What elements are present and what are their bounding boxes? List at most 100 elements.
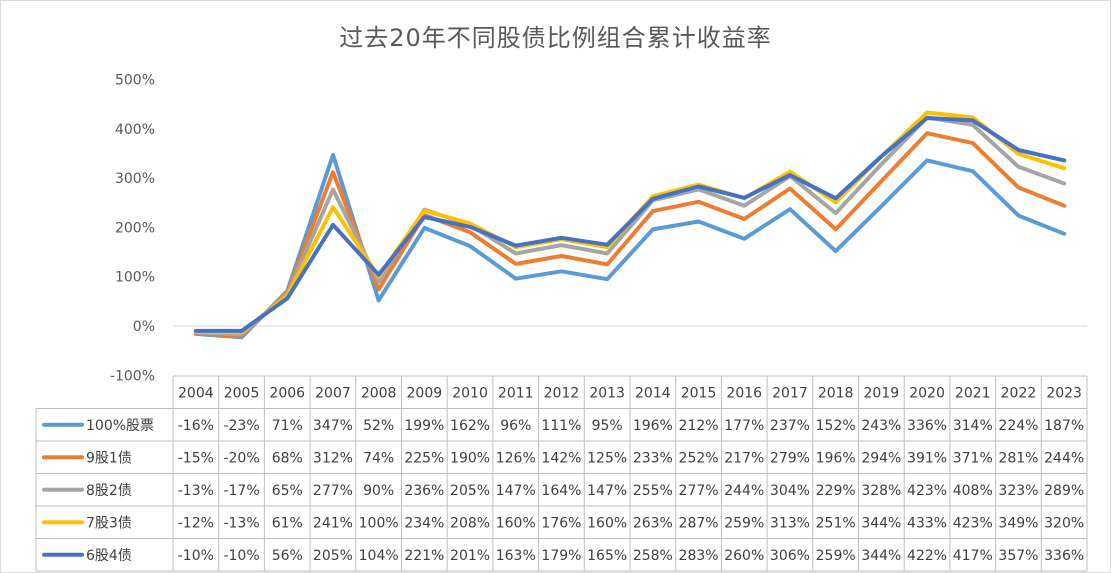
data-cell: 320%	[1044, 515, 1084, 531]
data-cell: 277%	[679, 483, 719, 499]
data-cell: 229%	[816, 483, 856, 499]
data-cell: 205%	[313, 548, 353, 564]
data-cell: 336%	[1044, 548, 1084, 564]
data-cell: 258%	[633, 548, 673, 564]
data-cell: 314%	[953, 418, 993, 434]
data-cell: 201%	[450, 548, 490, 564]
data-cell: -23%	[223, 418, 259, 434]
x-tick-label: 2013	[589, 385, 625, 401]
data-cell: 336%	[907, 418, 947, 434]
data-cell: 104%	[359, 548, 399, 564]
data-cell: 52%	[363, 418, 394, 434]
data-cell: -10%	[178, 548, 214, 564]
series-line-2	[193, 115, 1067, 337]
legend-label: 7股3债	[86, 515, 132, 531]
y-tick-label: 100%	[115, 270, 155, 286]
data-cell: 56%	[272, 548, 303, 564]
data-cell: -13%	[223, 515, 259, 531]
data-table: 2004 2005 2006 2007 2008 2009 2010 2011 2012 2013…	[35, 375, 1088, 572]
data-cell: 306%	[770, 548, 810, 564]
data-cell: 279%	[770, 450, 810, 466]
data-cell: 162%	[450, 418, 490, 434]
data-cell: 244%	[724, 483, 764, 499]
data-cell: -16%	[178, 418, 214, 434]
x-tick-label: 2014	[635, 385, 671, 401]
data-cell: 259%	[816, 548, 856, 564]
data-cell: 177%	[724, 418, 764, 434]
data-cell: 196%	[633, 418, 673, 434]
y-tick-label: 500%	[115, 73, 155, 89]
legend-label: 9股1债	[86, 450, 132, 466]
data-cell: 196%	[816, 450, 856, 466]
data-cell: -20%	[223, 450, 259, 466]
legend-label: 8股2债	[86, 483, 132, 499]
data-cell: 71%	[272, 418, 303, 434]
data-cell: 95%	[592, 418, 623, 434]
data-cell: 304%	[770, 483, 810, 499]
x-tick-label: 2005	[224, 385, 260, 401]
data-cell: 391%	[907, 450, 947, 466]
data-cell: 328%	[861, 483, 901, 499]
x-tick-label: 2006	[269, 385, 305, 401]
data-cell: 281%	[998, 450, 1038, 466]
y-axis-ticks: -100% 0% 100% 200% 300% 400% 500%	[110, 73, 155, 385]
data-cell: 208%	[450, 515, 490, 531]
x-tick-label: 2016	[726, 385, 762, 401]
x-tick-label: 2011	[498, 385, 534, 401]
x-tick-label: 2023	[1046, 385, 1082, 401]
data-cell: 349%	[998, 515, 1038, 531]
x-tick-label: 2017	[772, 385, 808, 401]
x-tick-label: 2021	[955, 385, 991, 401]
data-cell: 152%	[816, 418, 856, 434]
series-lines	[193, 110, 1067, 340]
data-cell: 243%	[861, 418, 901, 434]
data-cell: 357%	[998, 548, 1038, 564]
y-tick-label: 300%	[115, 171, 155, 187]
chart-title: 过去20年不同股债比例组合累计收益率	[339, 24, 772, 52]
data-cell: 344%	[861, 515, 901, 531]
series-line-4	[193, 116, 1067, 333]
data-cell: 283%	[679, 548, 719, 564]
data-cell: 312%	[313, 450, 353, 466]
data-cell: 347%	[313, 418, 353, 434]
data-cell: 289%	[1044, 483, 1084, 499]
data-cell: 221%	[404, 548, 444, 564]
data-cell: 423%	[907, 483, 947, 499]
x-tick-label: 2020	[909, 385, 945, 401]
data-cell: 233%	[633, 450, 673, 466]
data-cell: 217%	[724, 450, 764, 466]
data-cell: 111%	[541, 418, 581, 434]
data-cell: 260%	[724, 548, 764, 564]
data-cell: 90%	[363, 483, 394, 499]
x-tick-label: 2012	[544, 385, 580, 401]
series-line-1	[193, 131, 1067, 338]
data-cell: 344%	[861, 548, 901, 564]
data-cell: 423%	[953, 515, 993, 531]
data-cell: 190%	[450, 450, 490, 466]
y-tick-label: 400%	[115, 122, 155, 138]
data-cell: 147%	[587, 483, 627, 499]
data-cell: 126%	[496, 450, 536, 466]
y-tick-label: 0%	[133, 319, 155, 335]
data-cell: 433%	[907, 515, 947, 531]
data-cell: 163%	[496, 548, 536, 564]
x-tick-label: 2008	[361, 385, 397, 401]
data-cell: 294%	[861, 450, 901, 466]
data-cell: 160%	[496, 515, 536, 531]
data-cell: 371%	[953, 450, 993, 466]
data-cell: -12%	[178, 515, 214, 531]
x-tick-label: 2015	[681, 385, 717, 401]
data-cell: -13%	[178, 483, 214, 499]
data-cell: 199%	[404, 418, 444, 434]
data-cell: 287%	[679, 515, 719, 531]
data-cell: 234%	[404, 515, 444, 531]
data-cell: 65%	[272, 483, 303, 499]
data-cell: 323%	[998, 483, 1038, 499]
data-cell: 147%	[496, 483, 536, 499]
data-cell: 212%	[679, 418, 719, 434]
data-cell: 61%	[272, 515, 303, 531]
y-tick-label: -100%	[110, 368, 155, 384]
series-line-0	[193, 152, 1067, 340]
data-cell: 68%	[272, 450, 303, 466]
